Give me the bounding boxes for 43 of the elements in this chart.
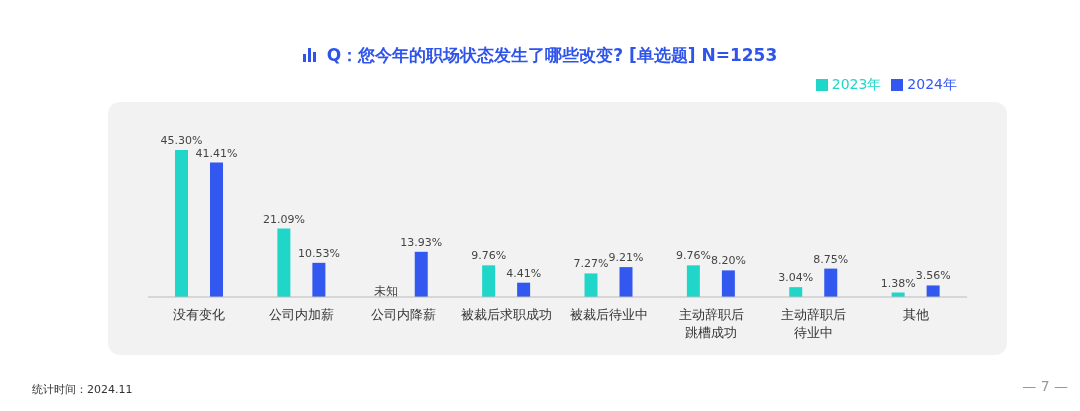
bar [686, 265, 700, 297]
data-label: 9.76% [675, 249, 711, 263]
bar [277, 228, 291, 297]
bar [414, 251, 428, 297]
bar [312, 262, 326, 297]
bar [517, 282, 531, 297]
x-tick-label: 被裁后求职成功 [460, 307, 552, 322]
bar [926, 285, 940, 297]
data-label: 13.93% [400, 235, 443, 249]
x-tick-label: 公司内降薪 [371, 307, 437, 322]
bar [584, 273, 598, 297]
data-label: 8.75% [813, 252, 849, 266]
legend-label: 2024年 [907, 76, 957, 92]
x-tick-label: 主动辞职后跳槽成功 [678, 307, 744, 340]
text: — 7 — [1022, 378, 1068, 394]
data-label: 1.38% [880, 276, 916, 290]
x-tick-label: 主动辞职后待业中 [780, 307, 846, 340]
chart-title: Q：您今年的职场状态发生了哪些改变? [单选题] N=1253 [325, 44, 779, 67]
data-label: 9.21% [608, 251, 644, 265]
x-tick-label: 没有变化 [173, 307, 226, 322]
text: 未知 [374, 284, 399, 298]
bar [824, 268, 838, 297]
data-label: 3.56% [915, 269, 951, 283]
bar [619, 267, 633, 297]
data-label: 41.41% [195, 146, 238, 160]
legend-label: 2023年 [831, 76, 882, 92]
x-tick-label: 公司内加薪 [269, 307, 335, 322]
x-tick-label: 其他 [902, 307, 929, 322]
data-label: 3.04% [778, 271, 814, 285]
bar [482, 265, 496, 297]
data-label: 8.20% [710, 254, 746, 268]
data-label: 4.41% [506, 266, 542, 280]
data-label: 9.76% [471, 249, 507, 263]
bar [721, 270, 735, 297]
text: 统计时间：2024.11 [32, 382, 133, 397]
data-label: 21.09% [262, 212, 305, 226]
bar [175, 150, 188, 297]
data-label: 10.53% [297, 246, 340, 260]
bar [789, 287, 803, 297]
bar [210, 162, 223, 297]
data-label: 7.27% [573, 257, 609, 271]
data-label: 45.30% [160, 134, 203, 147]
x-tick-label: 被裁后待业中 [569, 307, 648, 322]
